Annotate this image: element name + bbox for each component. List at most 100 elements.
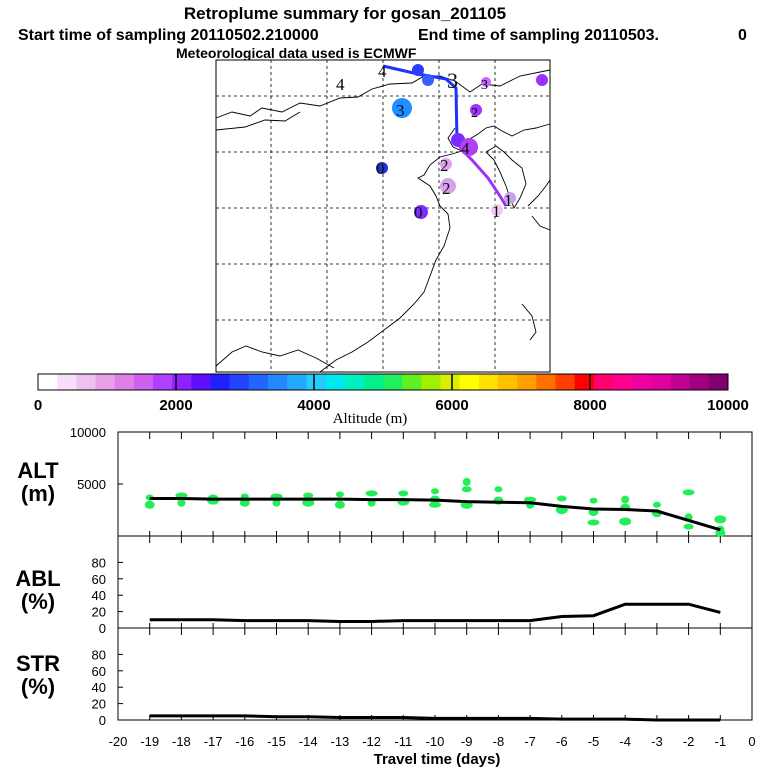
- trajectory-map: 4 3 3 2 2 4 1 0 0 4 3 2 1: [215, 59, 551, 373]
- trajectory-label: 0: [376, 159, 385, 178]
- alt-cluster-point: [175, 492, 188, 499]
- colorbar-cell: [459, 374, 480, 390]
- alt-cluster-point: [239, 498, 250, 507]
- y-tick-label: 40: [92, 680, 106, 695]
- cluster-marker: [422, 74, 434, 86]
- cluster-marker: [460, 138, 478, 156]
- trajectory-label: 0: [414, 203, 423, 222]
- trajectory-label: 1: [492, 202, 501, 221]
- colorbar-cell: [478, 374, 499, 390]
- region-label-3: 3: [481, 78, 488, 93]
- trajectory-label: 3: [396, 101, 405, 120]
- colorbar-cell: [613, 374, 633, 390]
- x-tick-label: -8: [493, 734, 505, 749]
- colorbar-cell: [421, 374, 441, 390]
- colorbar-cell: [593, 374, 614, 390]
- trajectory-label: 4: [378, 62, 387, 81]
- cluster-marker: [392, 98, 412, 118]
- cluster-marker: [504, 192, 516, 204]
- y-tick-label: 60: [92, 572, 106, 587]
- colorbar-cell: [344, 374, 365, 390]
- alt-cluster-point: [682, 489, 695, 496]
- str-panel-unit: (%): [21, 674, 55, 699]
- y-tick-label: 80: [92, 647, 106, 662]
- cluster-marker: [440, 178, 456, 194]
- colorbar-cell: [325, 374, 345, 390]
- start-time-label: Start time of sampling 20110502.210000: [18, 27, 319, 44]
- x-tick-label: -18: [172, 734, 191, 749]
- alt-cluster-point: [621, 495, 630, 504]
- y-tick-label: 40: [92, 588, 106, 603]
- colorbar-cell: [57, 374, 77, 390]
- colorbar-cell: [498, 374, 518, 390]
- colorbar-cell: [210, 374, 230, 390]
- x-tick-label: -14: [299, 734, 318, 749]
- alt-cluster-point: [177, 498, 186, 507]
- trajectory-label: 4: [461, 139, 470, 158]
- x-tick-label: -17: [204, 734, 223, 749]
- colorbar-cell: [287, 374, 307, 390]
- colorbar-label: Altitude (m): [333, 411, 408, 427]
- end-time-label: End time of sampling 20110503.: [418, 27, 659, 44]
- colorbar-cell: [689, 374, 710, 390]
- x-tick-label: -5: [588, 734, 600, 749]
- region-label-1: 1: [504, 191, 513, 210]
- y-tick-label: 20: [92, 605, 106, 620]
- cluster-marker: [412, 64, 424, 76]
- x-tick-label: -3: [651, 734, 663, 749]
- x-tick-label: -16: [235, 734, 254, 749]
- end-time-suffix: 0: [738, 27, 747, 44]
- alt-cluster-point: [144, 500, 155, 509]
- x-tick-label: -13: [331, 734, 350, 749]
- x-tick-label: -11: [394, 734, 412, 749]
- cluster-marker: [376, 162, 388, 174]
- colorbar-tick-label: 0: [34, 397, 42, 414]
- colorbar-cell: [670, 374, 690, 390]
- str-panel-title: STR: [16, 651, 60, 676]
- alt-cluster-point: [462, 477, 471, 486]
- colorbar-cell: [363, 374, 384, 390]
- colorbar-cell: [76, 374, 96, 390]
- colorbar-cell: [440, 374, 460, 390]
- met-data-label: Meteorological data used is ECMWF: [176, 45, 417, 61]
- altitude-colorbar: 0 2000 4000 6000 8000 10000 Altitude (m): [34, 373, 749, 427]
- cluster-marker: [481, 77, 491, 87]
- colorbar-cell: [153, 374, 173, 390]
- coastlines: [215, 69, 551, 373]
- y-tick-label: 10000: [70, 425, 106, 440]
- alt-cluster-point: [335, 491, 344, 498]
- colorbar-cell: [517, 374, 537, 390]
- x-tick-label: -7: [524, 734, 536, 749]
- x-tick-label: -4: [619, 734, 631, 749]
- colorbar-cell: [708, 374, 729, 390]
- alt-cluster-point: [587, 519, 600, 526]
- alt-cluster-point: [494, 486, 503, 493]
- alt-cluster-point: [303, 492, 314, 499]
- colorbar-cell: [229, 374, 250, 390]
- x-tick-label: -10: [426, 734, 445, 749]
- colorbar-cell: [95, 374, 115, 390]
- colorbar-cell: [133, 374, 154, 390]
- x-tick-label: -1: [715, 734, 727, 749]
- alt-cluster-point: [429, 501, 441, 508]
- x-tick-label: -9: [461, 734, 473, 749]
- colorbar-cell: [172, 374, 192, 390]
- alt-cluster-point: [715, 528, 726, 537]
- alt-cluster-point: [334, 500, 345, 509]
- cluster-marker: [440, 158, 452, 170]
- alt-panel-title: ALT: [17, 458, 59, 483]
- cluster-marker: [414, 205, 428, 219]
- alt-panel-unit: (m): [21, 481, 55, 506]
- x-tick-label: -19: [140, 734, 159, 749]
- y-tick-label: 0: [99, 713, 106, 728]
- region-label-2: 2: [471, 106, 478, 121]
- colorbar-cell: [402, 374, 422, 390]
- colorbar-cell: [114, 374, 135, 390]
- trajectory-label: 2: [440, 156, 449, 175]
- colorbar-cell: [651, 374, 671, 390]
- figure-title: Retroplume summary for gosan_201105: [184, 4, 506, 23]
- x-tick-label: -20: [109, 734, 128, 749]
- colorbar-cell: [38, 374, 58, 390]
- time-series-panels: ALT (m) ABL (%) STR (%) 1000050008060402…: [15, 425, 755, 768]
